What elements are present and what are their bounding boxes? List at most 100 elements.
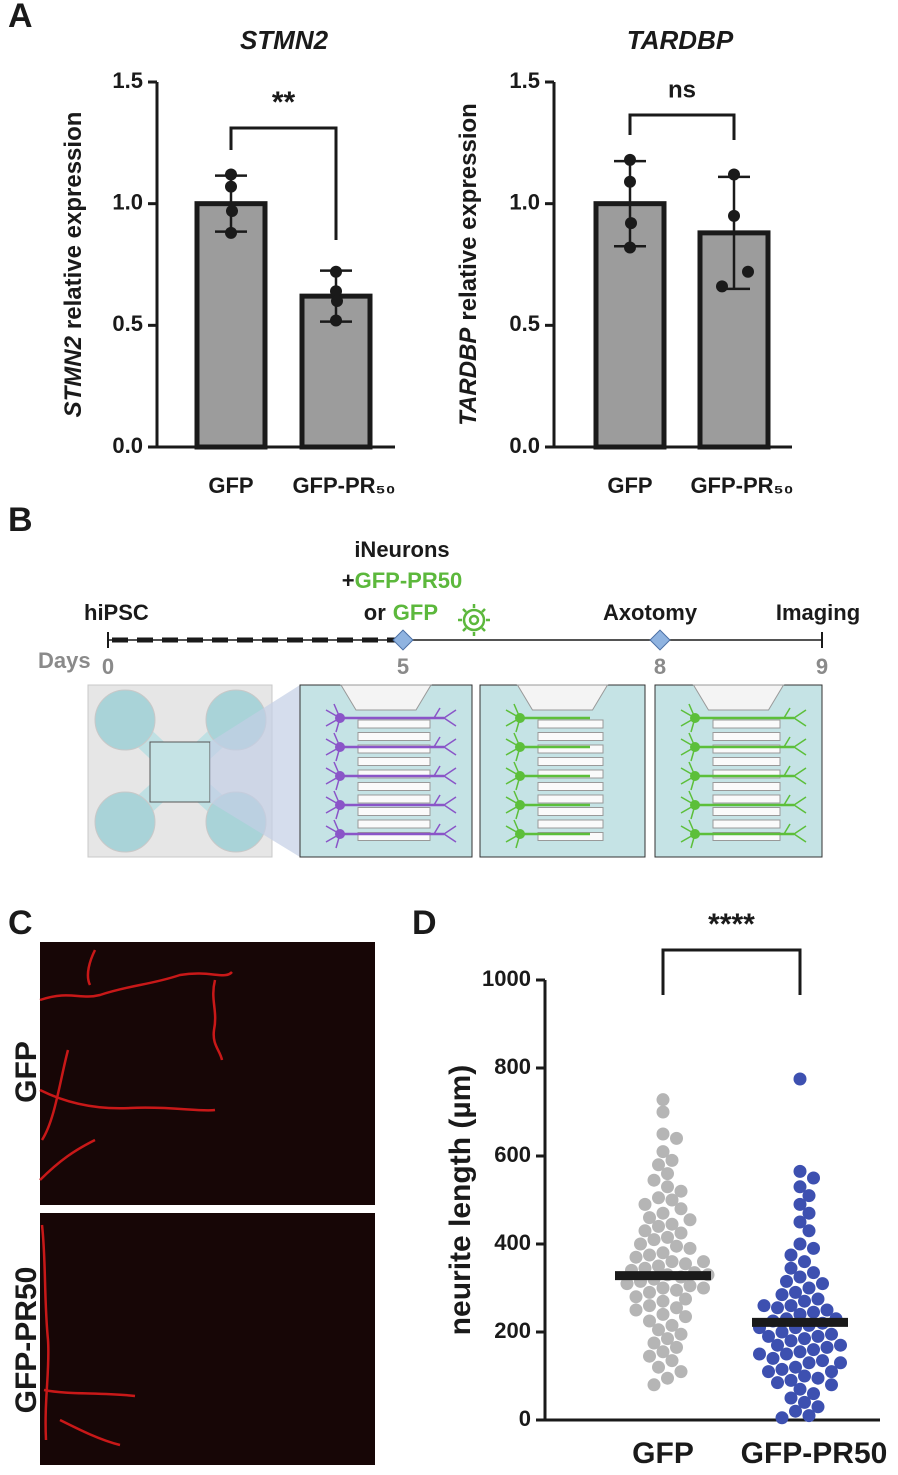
data-point	[798, 1255, 811, 1269]
data-point	[638, 1197, 652, 1211]
microgroove	[712, 732, 781, 741]
virus-spikes	[458, 604, 490, 636]
microgroove	[712, 782, 781, 791]
dendrite	[325, 790, 341, 820]
dendrite	[505, 703, 521, 733]
y-tick-label: 0.0	[112, 433, 143, 458]
data-point	[793, 1180, 807, 1194]
data-point	[661, 1371, 674, 1385]
timeline-label: Imaging	[776, 600, 860, 625]
data-point	[225, 226, 237, 239]
data-point	[697, 1281, 710, 1295]
day-label: 5	[397, 654, 409, 679]
significance: ns	[668, 76, 696, 103]
data-point	[330, 285, 342, 298]
y-tick-label: 1000	[482, 966, 531, 991]
microgroove	[537, 769, 604, 779]
data-point	[647, 1336, 661, 1350]
data-point	[789, 1404, 802, 1418]
virus-body	[462, 608, 486, 632]
data-point	[330, 314, 342, 327]
soma	[690, 829, 700, 839]
soma	[690, 771, 700, 781]
data-point	[798, 1332, 811, 1346]
data-point	[816, 1277, 829, 1291]
data-point	[766, 1351, 780, 1365]
day-marker	[649, 629, 671, 651]
well-top	[340, 684, 432, 711]
data-point	[683, 1241, 697, 1255]
x-tick-label: GFP-PR₅₀	[292, 473, 395, 498]
data-point	[811, 1329, 825, 1343]
axon-branch	[433, 823, 457, 843]
data-point	[784, 1261, 798, 1275]
data-point	[656, 1206, 670, 1220]
microgroove	[357, 719, 431, 729]
data-point	[679, 1292, 692, 1306]
y-tick-label: 1.5	[509, 68, 540, 93]
data-point	[784, 1299, 798, 1313]
data-point	[771, 1338, 784, 1352]
data-point	[728, 168, 740, 181]
data-point	[807, 1171, 820, 1185]
virus-core	[468, 614, 480, 626]
data-point	[775, 1362, 789, 1376]
microgroove	[357, 794, 431, 804]
data-point	[624, 241, 636, 254]
axon-branch	[433, 765, 457, 785]
microgroove	[712, 794, 781, 804]
panel-letter: D	[412, 904, 437, 942]
axon-branch	[783, 765, 807, 785]
data-point	[834, 1356, 847, 1370]
data-point	[656, 1246, 670, 1260]
microgroove	[357, 732, 431, 741]
data-point	[683, 1213, 697, 1227]
significance-bracket	[628, 113, 736, 140]
chip-well	[94, 791, 156, 853]
y-tick-label: 0.5	[509, 311, 540, 336]
data-point	[697, 1255, 710, 1269]
dendrite	[325, 819, 341, 849]
data-point	[661, 1230, 674, 1244]
data-point	[825, 1378, 838, 1392]
bar	[194, 201, 268, 450]
data-point	[679, 1257, 692, 1271]
axon-branch	[783, 736, 807, 756]
data-point	[331, 295, 343, 307]
data-point	[226, 204, 238, 217]
data-point	[665, 1318, 679, 1332]
data-point	[784, 1373, 798, 1387]
y-label-gene: TARDBP	[455, 327, 482, 426]
soma	[515, 742, 525, 752]
data-point	[629, 1250, 643, 1264]
dendrite	[680, 732, 696, 762]
data-point	[820, 1303, 834, 1317]
day-label: 8	[654, 654, 666, 679]
data-point	[807, 1343, 820, 1357]
data-point	[665, 1354, 679, 1368]
data-point	[789, 1360, 802, 1374]
data-point	[775, 1288, 789, 1302]
soma	[515, 800, 525, 810]
well-top	[692, 684, 785, 711]
chart-title: STMN2	[240, 25, 329, 55]
data-point	[798, 1369, 811, 1383]
significance: **	[272, 86, 296, 119]
data-point	[638, 1224, 652, 1238]
data-point	[807, 1305, 820, 1319]
data-point	[652, 1360, 665, 1374]
data-point	[652, 1158, 665, 1172]
data-point	[780, 1347, 793, 1361]
data-point	[784, 1334, 798, 1348]
treatment: GFP-PR50	[355, 568, 463, 593]
data-point	[643, 1285, 656, 1299]
soma	[335, 742, 345, 752]
timeline-label: +GFP-PR50	[342, 568, 462, 593]
data-point	[647, 1233, 661, 1247]
data-point	[661, 1332, 674, 1346]
timeline-label: iNeurons	[354, 537, 449, 562]
microgroove	[357, 744, 431, 754]
data-point	[728, 209, 740, 222]
data-point	[656, 1145, 670, 1159]
data-point	[789, 1285, 802, 1299]
